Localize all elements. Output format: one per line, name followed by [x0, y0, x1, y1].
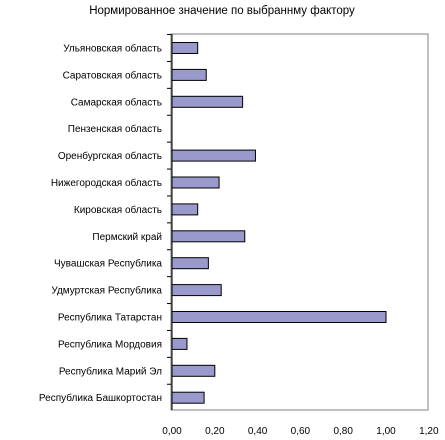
category-label: Республика Башкортостан — [39, 392, 162, 404]
x-tick-label: 1,00 — [376, 426, 396, 437]
bar — [171, 95, 244, 108]
category-label: Саратовская область — [63, 69, 162, 81]
bar — [171, 284, 222, 297]
bar — [171, 364, 216, 377]
chart-title: Нормированное значение по выбраннму факт… — [89, 5, 355, 17]
bar — [171, 68, 207, 81]
category-label: Нижегородская область — [51, 177, 162, 189]
bar — [171, 337, 188, 350]
bar — [171, 176, 220, 189]
category-label: Чувашская Республика — [54, 258, 162, 270]
x-tick-label: 1,20 — [419, 426, 439, 437]
bar — [171, 149, 256, 162]
x-tick-label: 0,00 — [162, 426, 182, 437]
bar — [171, 391, 205, 404]
category-label: Кировская область — [74, 204, 162, 216]
x-tick-label: 0,40 — [248, 426, 268, 437]
category-label: Республика Мордовия — [58, 338, 162, 350]
category-label: Республика Марий Эл — [59, 365, 162, 377]
category-label: Удмуртская Республика — [51, 285, 162, 297]
bar — [171, 203, 199, 216]
category-label: Самарская область — [71, 96, 162, 108]
bar — [171, 257, 209, 270]
plot-area — [170, 33, 429, 411]
category-label: Республика Татарстан — [58, 312, 162, 324]
category-label: Оренбургская область — [58, 150, 162, 162]
category-label: Пензенская область — [68, 123, 162, 135]
x-tick-label: 0,60 — [291, 426, 311, 437]
category-label: Пермский край — [92, 232, 162, 243]
category-label: Ульяновская область — [63, 43, 162, 55]
x-tick-label: 0,80 — [333, 426, 353, 437]
bar — [171, 230, 246, 243]
bar — [171, 311, 387, 323]
bar — [171, 42, 199, 54]
x-tick-label: 0,20 — [205, 426, 225, 437]
